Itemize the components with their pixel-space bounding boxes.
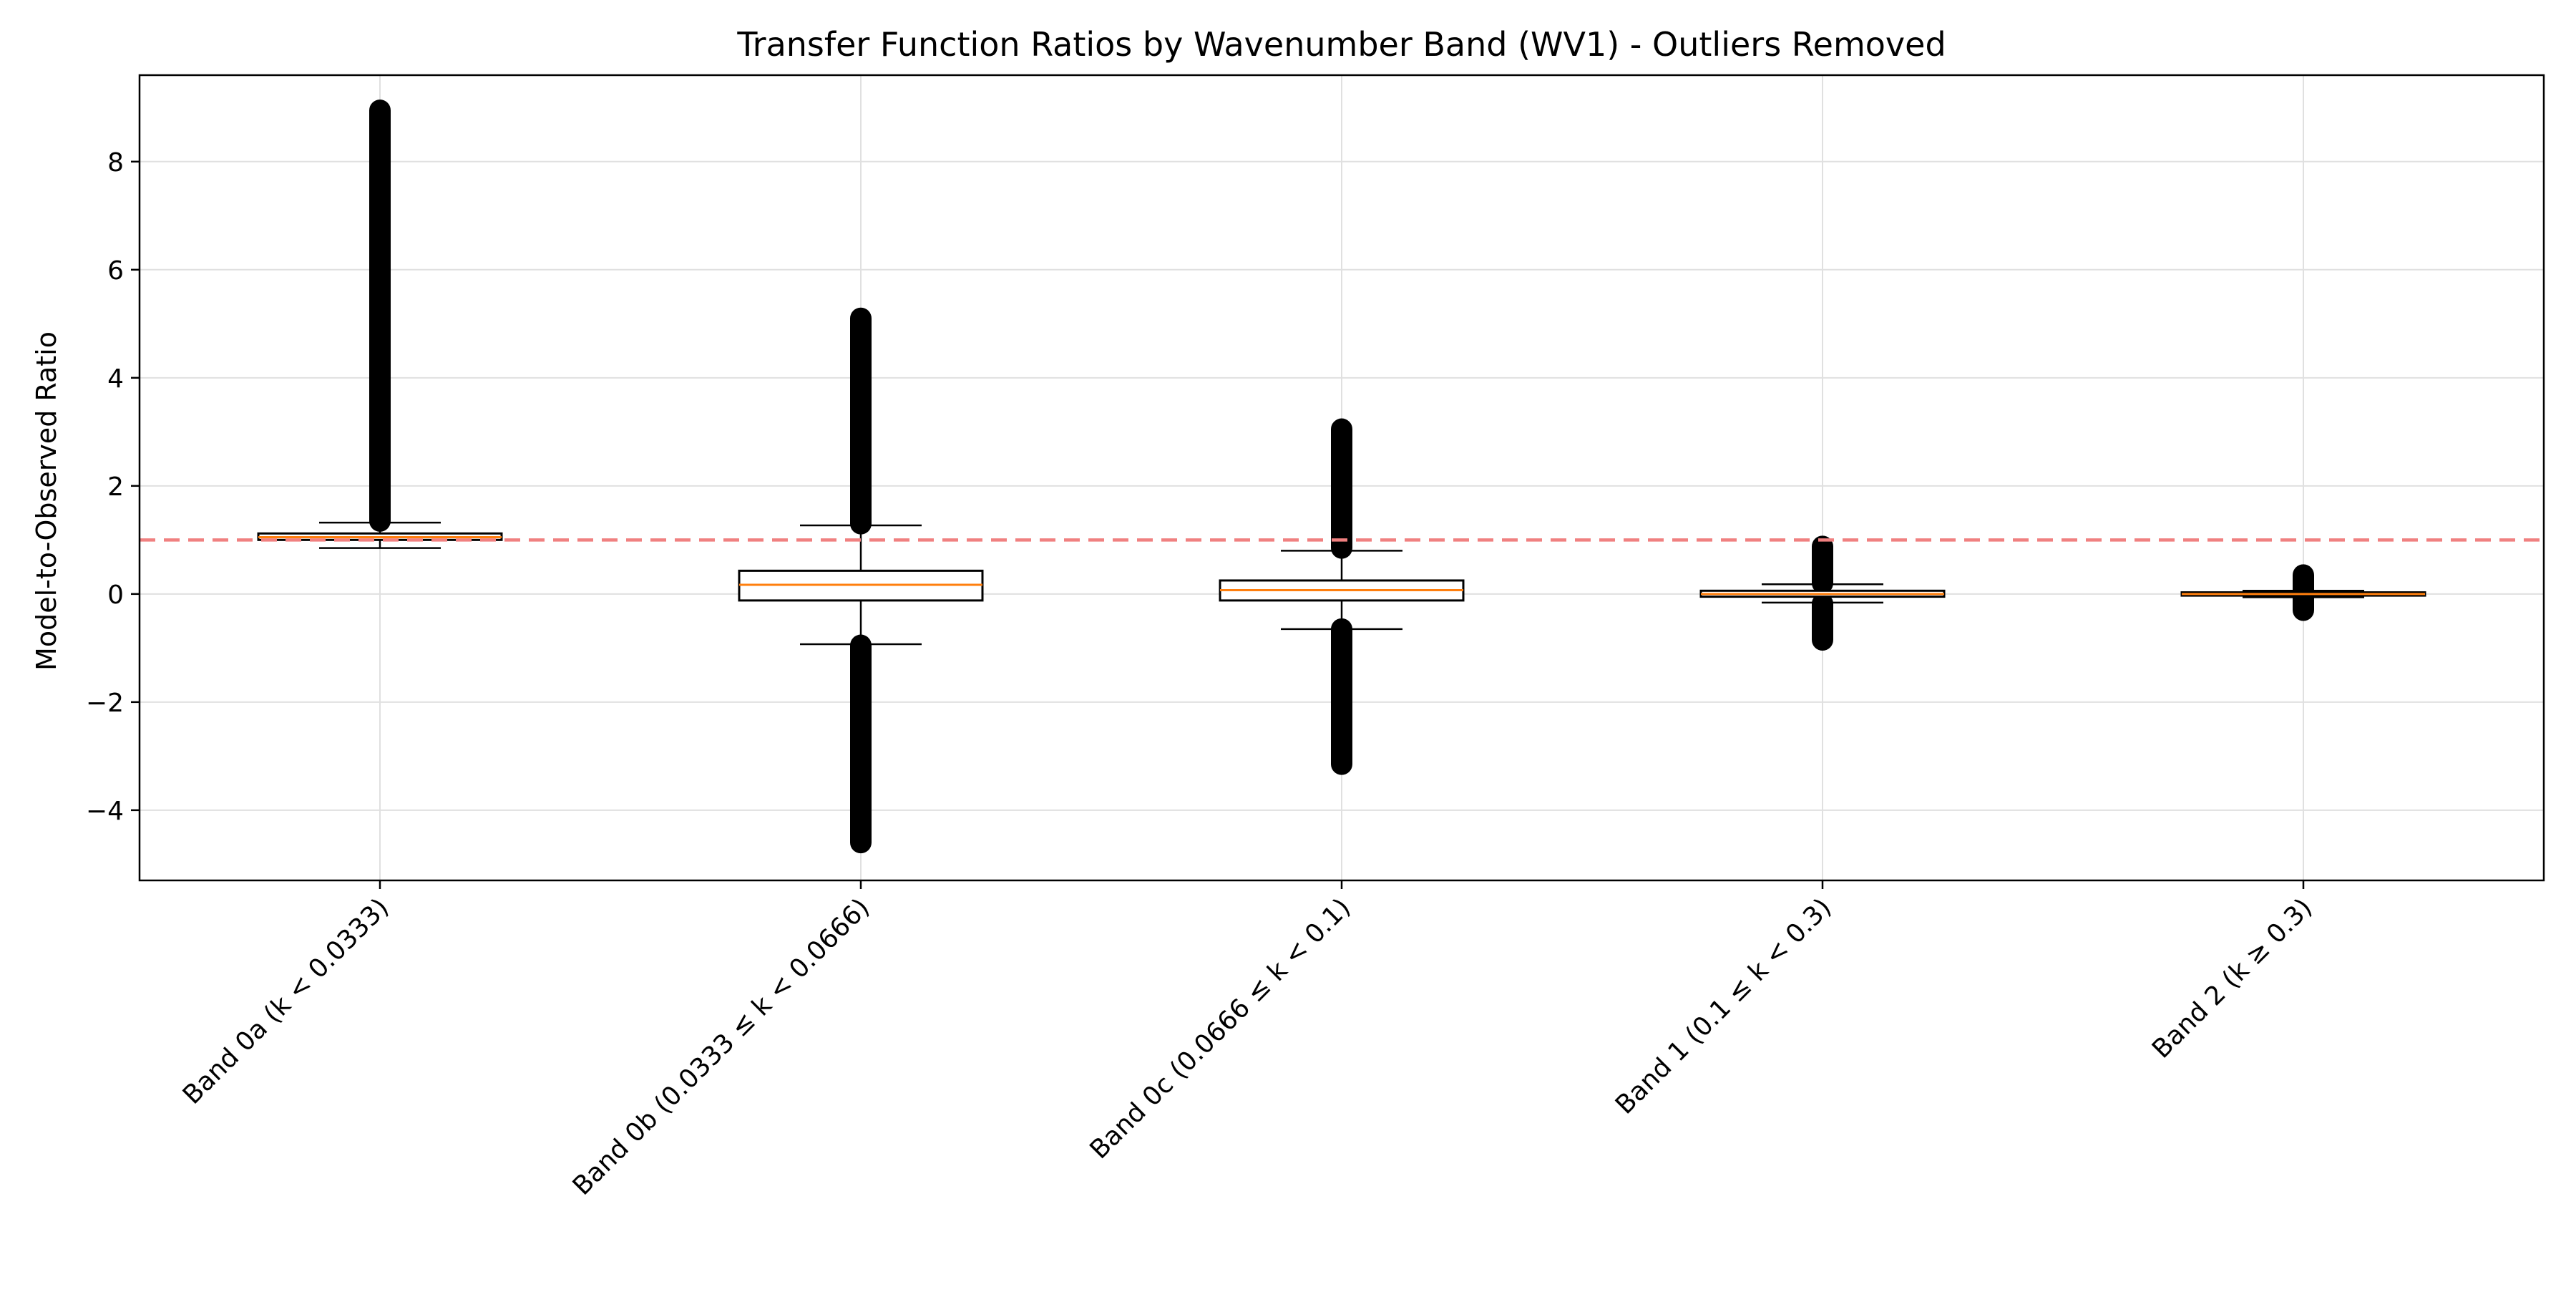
y-axis-label: Model-to-Observed Ratio bbox=[31, 331, 62, 671]
y-tick-label: 6 bbox=[107, 256, 124, 286]
x-tick-label: Band 0b (0.0333 ≤ k < 0.0666) bbox=[567, 893, 876, 1201]
x-tick-label: Band 1 (0.1 ≤ k < 0.3) bbox=[1610, 893, 1837, 1119]
y-tick-label: 0 bbox=[107, 581, 124, 610]
y-tick-label: −2 bbox=[86, 689, 124, 718]
y-tick-label: −4 bbox=[86, 797, 124, 826]
x-tick-label: Band 0c (0.0666 ≤ k < 0.1) bbox=[1084, 893, 1356, 1165]
chart-title: Transfer Function Ratios by Wavenumber B… bbox=[736, 25, 1946, 64]
y-tick-label: 8 bbox=[107, 148, 124, 178]
plot-area: −4 −2 0 2 4 6 8 Band 0a (k < 0.0333) Band 0b (0.… bbox=[86, 74, 2545, 1201]
y-tick-label: 4 bbox=[107, 364, 124, 394]
x-tick-label: Band 0a (k < 0.0333) bbox=[177, 893, 395, 1110]
x-tick-label: Band 2 (k ≥ 0.3) bbox=[2147, 893, 2318, 1064]
y-tick-label: 2 bbox=[107, 472, 124, 502]
